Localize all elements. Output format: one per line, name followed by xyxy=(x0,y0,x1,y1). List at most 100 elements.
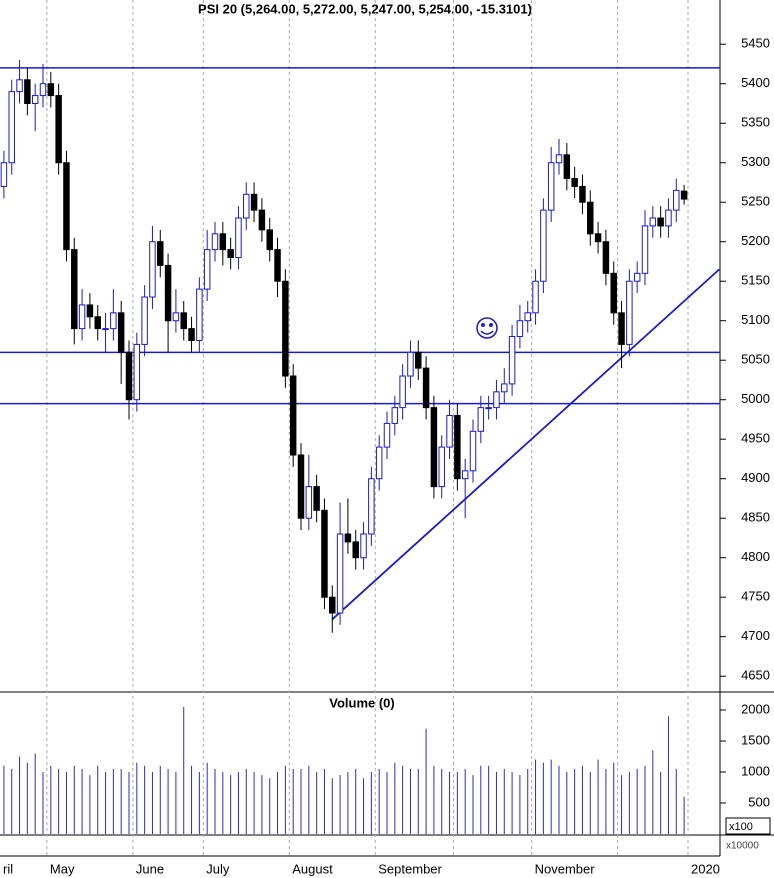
y-tick-label: 5000 xyxy=(741,391,770,406)
candle-body xyxy=(368,478,375,535)
candle-body xyxy=(8,91,15,164)
candle-body xyxy=(164,264,172,322)
candle-body xyxy=(532,280,539,314)
candle-body xyxy=(579,185,586,203)
candle-body xyxy=(383,422,391,448)
y-tick-label: 4850 xyxy=(741,510,770,525)
candle-body xyxy=(219,233,227,251)
y-tick-label: 5100 xyxy=(741,312,770,327)
candle-body xyxy=(24,79,31,104)
y-tick-label: 4700 xyxy=(741,628,770,643)
candle-body xyxy=(305,486,313,519)
y-tick-label: 4750 xyxy=(741,589,770,604)
candle-body xyxy=(329,596,336,614)
y-tick-label: 5350 xyxy=(741,115,770,130)
candle-body xyxy=(415,351,422,369)
candle-body xyxy=(211,233,219,251)
candle-body xyxy=(110,312,117,330)
chart-title: PSI 20 (5,264.00, 5,272.00, 5,247.00, 5,… xyxy=(198,1,532,16)
candle-body xyxy=(469,430,477,472)
candle-body xyxy=(227,249,234,259)
candle-body xyxy=(297,454,305,519)
candle-body xyxy=(266,229,273,251)
candle-body xyxy=(243,193,250,219)
candle-body xyxy=(391,407,399,424)
candle-body xyxy=(602,241,610,274)
candle-body xyxy=(461,470,469,480)
candle-body xyxy=(657,217,664,227)
candle-body xyxy=(493,391,500,409)
candle-body xyxy=(274,249,281,282)
y-tick-label: 5300 xyxy=(741,154,770,169)
candle-body xyxy=(516,320,524,338)
candle-body xyxy=(157,241,164,266)
candle-body xyxy=(501,383,508,393)
y-tick-label: 5150 xyxy=(741,273,770,288)
candle-body xyxy=(399,375,406,409)
candle-body xyxy=(547,162,555,211)
candle-body xyxy=(665,209,672,227)
candle-body xyxy=(39,83,47,97)
x-tick-label: 2020 xyxy=(691,861,720,876)
candle-body xyxy=(94,316,101,330)
candle-body xyxy=(477,407,485,432)
candle-body xyxy=(86,304,94,318)
candle-body xyxy=(141,296,148,345)
y-tick-label: 5250 xyxy=(741,194,770,209)
candle-body xyxy=(0,162,8,187)
x-tick-label: September xyxy=(378,861,442,876)
volume-unit-2: x10000 xyxy=(726,841,759,852)
candle-body xyxy=(587,201,594,235)
candle-body xyxy=(31,95,39,104)
candle-body xyxy=(633,272,641,282)
candle-body xyxy=(626,280,633,345)
smiley xyxy=(476,317,498,339)
candle-body xyxy=(188,328,195,341)
candle-body xyxy=(117,312,125,353)
candle-body xyxy=(235,217,242,259)
candle-body xyxy=(258,209,266,231)
candle-body xyxy=(673,189,680,211)
candle-body xyxy=(180,312,187,330)
candle-body xyxy=(563,154,571,180)
candle-body xyxy=(55,95,62,164)
y-tick-label: 1500 xyxy=(741,732,770,747)
trendline xyxy=(331,268,720,620)
candle-body xyxy=(47,83,55,97)
candle-body xyxy=(102,328,109,331)
candle-body xyxy=(375,446,383,480)
candle-body xyxy=(196,288,203,341)
y-tick-label: 5200 xyxy=(741,233,770,248)
candle-body xyxy=(203,249,211,290)
unit-box xyxy=(725,817,771,835)
candle-body xyxy=(78,304,86,330)
y-tick-label: 4650 xyxy=(741,668,770,683)
candle-body xyxy=(344,533,352,543)
volume-title: Volume (0) xyxy=(329,695,395,710)
candle-body xyxy=(133,343,141,401)
x-tick-label: August xyxy=(292,861,333,876)
candle-body xyxy=(524,312,531,322)
candle-body xyxy=(71,249,78,330)
candle-body xyxy=(407,351,414,377)
candle-body xyxy=(641,225,649,274)
candle-body xyxy=(125,351,133,401)
y-tick-label: 5450 xyxy=(741,36,770,51)
x-tick-label: ril xyxy=(3,861,13,876)
candle-body xyxy=(618,312,625,345)
candle-body xyxy=(16,79,23,93)
y-tick-label: 2000 xyxy=(741,701,770,716)
y-tick-label: 5400 xyxy=(741,75,770,90)
candle-body xyxy=(680,190,688,200)
candle-body xyxy=(321,509,328,598)
x-tick-label: May xyxy=(50,861,75,876)
candle-body xyxy=(336,533,344,614)
candle-body xyxy=(282,280,289,377)
y-tick-label: 4900 xyxy=(741,470,770,485)
candle-body xyxy=(649,217,657,227)
candle-body xyxy=(352,541,359,559)
candle-body xyxy=(540,209,547,282)
candle-body xyxy=(610,272,617,314)
candle-body xyxy=(446,415,453,448)
y-tick-label: 4950 xyxy=(741,431,770,446)
